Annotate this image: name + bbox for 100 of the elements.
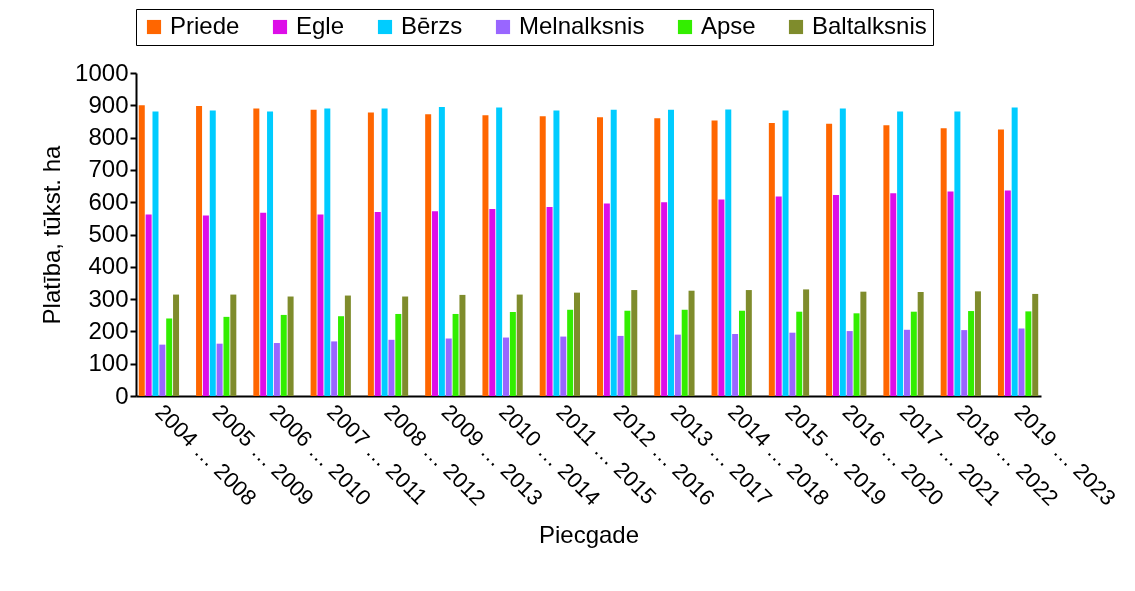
- bar: [425, 114, 432, 396]
- bar: [910, 311, 917, 396]
- bar: [438, 106, 445, 396]
- bar: [445, 338, 452, 396]
- bar: [338, 316, 345, 396]
- legend-label: Priede: [170, 12, 240, 39]
- bar: [961, 330, 968, 396]
- bar: [597, 117, 603, 396]
- bar: [1025, 311, 1032, 396]
- bar: [1018, 328, 1025, 396]
- bar: [482, 115, 489, 396]
- bar: [166, 318, 173, 396]
- bar: [796, 311, 803, 396]
- bar: [803, 289, 810, 396]
- bar: [968, 311, 975, 396]
- bar: [516, 294, 523, 396]
- bar: [273, 343, 280, 396]
- bar: [138, 105, 145, 396]
- bar: [381, 108, 388, 396]
- bar: [173, 294, 180, 396]
- y-tick-label: 200: [88, 316, 129, 344]
- bar: [624, 310, 631, 396]
- bar: [503, 337, 510, 396]
- bar: [344, 295, 351, 396]
- y-tick-label: 600: [88, 187, 129, 215]
- bar: [718, 199, 725, 396]
- bar: [374, 211, 381, 396]
- bar: [667, 109, 674, 396]
- bar: [738, 310, 745, 396]
- bar: [1032, 293, 1039, 396]
- bar: [287, 296, 294, 396]
- bar: [1004, 190, 1011, 396]
- bar: [603, 203, 610, 396]
- y-tick-label: 500: [88, 220, 129, 247]
- bar: [940, 128, 947, 396]
- bar: [145, 214, 152, 396]
- bar: [954, 111, 961, 396]
- bar: [631, 290, 638, 396]
- bar: [317, 214, 324, 396]
- bar: [546, 207, 553, 396]
- legend-label: Melnalksnis: [519, 12, 645, 39]
- bar: [789, 332, 796, 396]
- bar: [223, 316, 230, 396]
- bar: [489, 208, 496, 396]
- y-axis-title: Platība, tūkst. ha: [38, 144, 66, 325]
- bar: [539, 116, 546, 396]
- bar: [846, 331, 853, 396]
- bar: [974, 291, 981, 396]
- bar: [402, 296, 409, 396]
- bar: [367, 112, 374, 396]
- legend-label: Baltalksnis: [812, 12, 927, 39]
- bar: [997, 129, 1004, 396]
- y-tick-label: 0: [115, 381, 129, 409]
- bar: [782, 110, 789, 396]
- bar: [775, 196, 782, 396]
- bar: [711, 120, 718, 396]
- bar: [395, 313, 402, 396]
- bar: [567, 309, 574, 396]
- x-axis-title: Piecgade: [538, 520, 640, 548]
- legend-label: Egle: [296, 12, 345, 39]
- bar: [947, 191, 954, 396]
- bar: [209, 110, 216, 396]
- bar: [826, 123, 833, 396]
- bar: [509, 312, 516, 396]
- bar: [839, 108, 846, 396]
- bar: [674, 334, 681, 396]
- bar: [654, 118, 661, 396]
- bar: [459, 294, 466, 396]
- bar: [745, 290, 752, 396]
- bar: [832, 195, 839, 396]
- bar: [280, 314, 287, 396]
- bar: [196, 105, 203, 396]
- bar: [617, 335, 624, 396]
- bar: [553, 110, 560, 396]
- bar: [331, 341, 338, 396]
- bar: [725, 109, 732, 396]
- bar: [732, 333, 739, 396]
- legend-label: Bērzs: [401, 12, 463, 39]
- bar: [897, 111, 904, 396]
- bar: [310, 109, 317, 396]
- bar: [903, 329, 910, 396]
- y-tick-label: 800: [88, 123, 129, 151]
- y-tick-label: 700: [88, 155, 129, 183]
- bar: [883, 125, 890, 396]
- y-tick-label: 300: [88, 284, 129, 312]
- bar: [681, 309, 688, 396]
- bar: [267, 111, 274, 396]
- bar: [260, 212, 267, 396]
- bar: [853, 313, 860, 396]
- y-tick-label: 400: [88, 252, 129, 280]
- bar: [388, 339, 395, 396]
- bar: [496, 107, 503, 396]
- y-tick-label: 900: [88, 90, 129, 118]
- bar: [917, 291, 924, 396]
- bar: [860, 291, 867, 396]
- bar: [1011, 107, 1018, 396]
- bar: [324, 108, 331, 396]
- bar: [560, 336, 567, 396]
- bar: [574, 292, 580, 396]
- bar: [688, 290, 695, 396]
